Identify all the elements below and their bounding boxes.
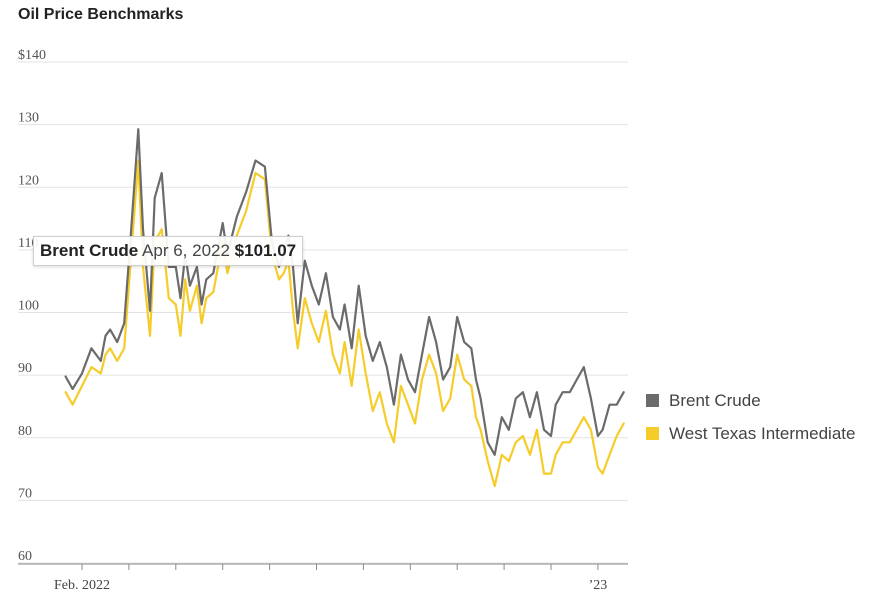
y-tick-label: 100: [18, 299, 39, 314]
y-tick-label: 90: [18, 361, 32, 376]
legend-label-brent: Brent Crude: [669, 390, 761, 410]
legend-item-wti[interactable]: West Texas Intermediate: [646, 417, 855, 450]
chart-title: Oil Price Benchmarks: [18, 6, 184, 23]
legend-label-wti: West Texas Intermediate: [669, 423, 856, 443]
legend-item-brent[interactable]: Brent Crude: [646, 384, 855, 417]
y-tick-label: $140: [18, 48, 46, 63]
hover-tooltip: Brent Crude Apr 6, 2022 $101.07: [33, 236, 304, 266]
y-tick-label: 60: [18, 549, 32, 564]
tooltip-date: Apr 6, 2022: [142, 241, 230, 260]
tooltip-series-name: Brent Crude: [40, 241, 139, 260]
series-line-brent[interactable]: [64, 128, 625, 456]
series-line-wti[interactable]: [64, 159, 625, 488]
chart-legend: Brent Crude West Texas Intermediate: [646, 384, 855, 450]
y-tick-label: 70: [18, 486, 32, 501]
y-tick-label: 120: [18, 173, 39, 188]
y-tick-label: 130: [18, 111, 39, 126]
x-tick-label: ’23: [589, 578, 608, 593]
legend-swatch-wti: [646, 427, 659, 440]
x-tick-label: Feb. 2022: [54, 578, 110, 593]
legend-swatch-brent: [646, 394, 659, 407]
y-tick-label: 80: [18, 424, 32, 439]
tooltip-value: $101.07: [234, 241, 297, 260]
